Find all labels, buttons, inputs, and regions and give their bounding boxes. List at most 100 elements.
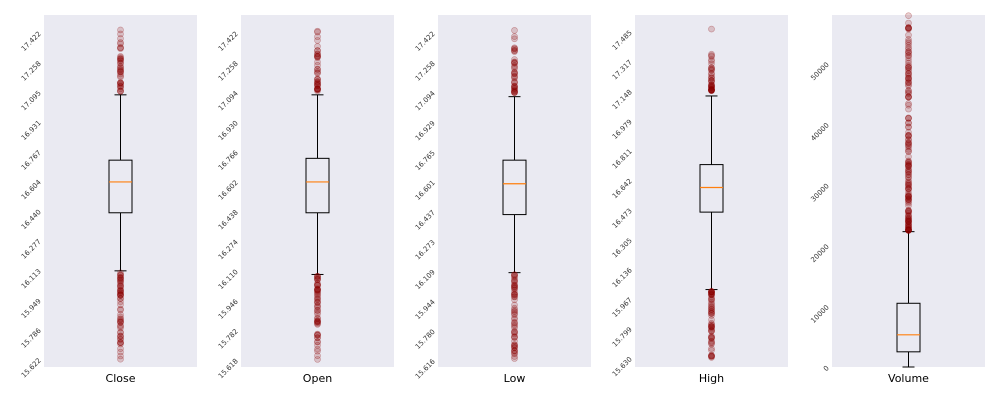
flier-high xyxy=(708,57,715,65)
flier-high xyxy=(905,212,912,220)
flier-high xyxy=(905,213,912,220)
flier-high xyxy=(905,48,912,56)
flier-high xyxy=(905,159,912,167)
flier-low xyxy=(708,288,715,296)
y-tick-label: 16.767 xyxy=(20,149,43,172)
flier-low xyxy=(511,310,518,317)
flier-high xyxy=(511,59,518,67)
x-axis-label: Low xyxy=(504,372,526,385)
flier-high xyxy=(708,87,715,94)
flier-high xyxy=(905,119,912,127)
flier-low xyxy=(314,330,321,338)
y-tick-label: 17.094 xyxy=(217,89,240,112)
flier-high xyxy=(117,87,124,95)
flier-low xyxy=(511,328,518,336)
flier-high xyxy=(905,54,912,62)
flier-high xyxy=(905,193,912,201)
flier-high xyxy=(708,66,715,74)
flier-low xyxy=(511,307,518,315)
flier-high xyxy=(905,131,912,139)
flier-low xyxy=(708,288,715,296)
flier-high xyxy=(708,56,715,64)
flier-high xyxy=(117,39,124,46)
flier-high xyxy=(117,82,124,90)
flier-high xyxy=(905,202,912,209)
x-axis-label: Open xyxy=(303,372,332,385)
flier-high xyxy=(708,65,715,73)
y-tick-label: 15.618 xyxy=(217,357,240,380)
flier-high xyxy=(905,93,912,101)
flier-high xyxy=(708,82,715,89)
y-tick-label: 16.604 xyxy=(20,178,43,201)
flier-high xyxy=(905,208,912,216)
flier-high xyxy=(905,161,912,169)
flier-low xyxy=(511,344,518,352)
flier-high xyxy=(905,93,912,100)
flier-high xyxy=(905,171,912,178)
flier-low xyxy=(511,333,518,341)
flier-high xyxy=(511,35,518,43)
flier-high xyxy=(905,69,912,77)
flier-high xyxy=(708,81,715,88)
flier-low xyxy=(708,291,715,298)
flier-low xyxy=(314,287,321,294)
flier-low xyxy=(117,301,124,309)
y-tick-label: 17.095 xyxy=(20,89,43,112)
flier-low xyxy=(314,281,321,289)
flier-low xyxy=(708,293,715,301)
flier-low xyxy=(314,288,321,296)
flier-high xyxy=(314,85,321,93)
flier-high xyxy=(314,58,321,66)
y-tick-label: 16.273 xyxy=(414,238,437,261)
flier-low xyxy=(708,289,715,296)
y-tick-label: 15.944 xyxy=(414,298,437,321)
flier-high xyxy=(905,87,912,95)
flier-high xyxy=(117,45,124,52)
flier-high xyxy=(905,24,912,32)
flier-high xyxy=(314,52,321,59)
flier-high xyxy=(314,76,321,83)
flier-high xyxy=(905,87,912,94)
flier-high xyxy=(708,64,715,72)
flier-low xyxy=(511,342,518,350)
flier-high xyxy=(117,59,124,67)
flier-high xyxy=(708,69,715,77)
flier-high xyxy=(905,123,912,131)
flier-low xyxy=(511,281,518,289)
flier-high xyxy=(708,86,715,94)
flier-high xyxy=(708,50,715,58)
flier-high xyxy=(905,225,912,233)
flier-low xyxy=(511,291,518,298)
y-tick-label: 16.440 xyxy=(20,208,43,231)
flier-low xyxy=(708,324,715,332)
flier-low xyxy=(314,302,321,309)
flier-high xyxy=(905,227,912,234)
flier-low xyxy=(314,273,321,280)
flier-high xyxy=(117,68,124,75)
flier-high xyxy=(511,82,518,90)
flier-low xyxy=(511,276,518,283)
flier-low xyxy=(511,292,518,299)
flier-high xyxy=(905,140,912,147)
flier-high xyxy=(905,123,912,131)
flier-low xyxy=(117,280,124,288)
flier-high xyxy=(314,69,321,77)
flier-low xyxy=(511,337,518,345)
flier-high xyxy=(905,209,912,217)
flier-high xyxy=(511,87,518,95)
flier-high xyxy=(905,227,912,234)
flier-high xyxy=(905,215,912,223)
flier-low xyxy=(511,355,518,362)
flier-high xyxy=(905,119,912,127)
flier-high xyxy=(905,139,912,147)
flier-high xyxy=(905,25,912,33)
flier-low xyxy=(708,305,715,313)
flier-high xyxy=(905,180,912,188)
flier-low xyxy=(117,290,124,298)
flier-high xyxy=(905,159,912,166)
flier-low xyxy=(314,275,321,283)
flier-low xyxy=(314,286,321,294)
flier-low xyxy=(117,329,124,337)
flier-high xyxy=(905,64,912,72)
